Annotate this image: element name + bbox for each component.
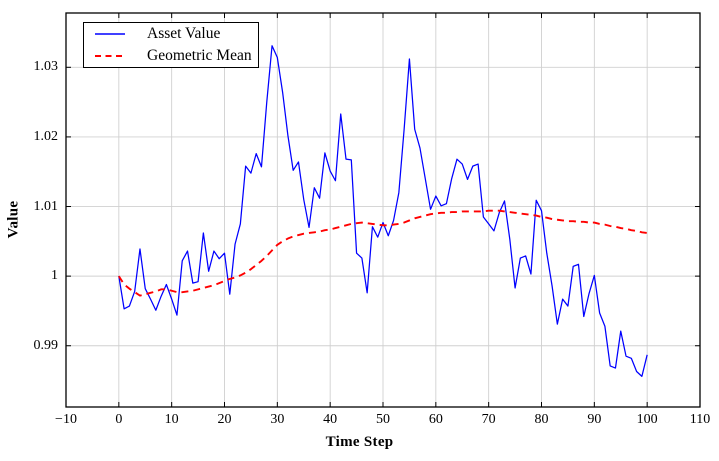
x-tick-label: 110 bbox=[689, 412, 711, 427]
y-tick-label: 1.03 bbox=[33, 59, 59, 75]
x-tick-label: 0 bbox=[115, 412, 123, 427]
x-axis-label: Time Step bbox=[325, 434, 394, 450]
x-tick-label: 100 bbox=[636, 412, 658, 427]
x-tick-label: −10 bbox=[55, 412, 77, 427]
y-tick-label: 0.99 bbox=[33, 337, 59, 353]
x-tick-label: 40 bbox=[323, 412, 338, 427]
x-tick-label: 70 bbox=[481, 412, 496, 427]
legend-label-geometric-mean: Geometric Mean bbox=[147, 47, 252, 64]
legend-entry-geometric-mean: Geometric Mean bbox=[84, 45, 258, 67]
x-tick-label: 20 bbox=[217, 412, 232, 427]
legend-entry-asset-value: Asset Value bbox=[84, 23, 258, 45]
legend: Asset Value Geometric Mean bbox=[83, 22, 259, 68]
x-tick-label: 30 bbox=[270, 412, 285, 427]
x-tick-label: 10 bbox=[164, 412, 179, 427]
x-tick-label: 90 bbox=[587, 412, 602, 427]
legend-label-asset-value: Asset Value bbox=[147, 25, 221, 42]
y-tick-label: 1 bbox=[51, 268, 58, 284]
y-tick-label: 1.01 bbox=[33, 198, 59, 214]
x-tick-label: 50 bbox=[376, 412, 390, 427]
geometric-mean-line-swatch bbox=[95, 55, 125, 57]
y-axis-label: Value bbox=[5, 200, 22, 239]
asset-value-line-swatch bbox=[95, 33, 125, 35]
x-tick-label: 80 bbox=[534, 412, 549, 427]
asset-value-line bbox=[118, 45, 648, 377]
y-tick-label: 1.02 bbox=[33, 128, 59, 144]
geometric-mean-line bbox=[118, 209, 648, 297]
x-tick-label: 60 bbox=[428, 412, 443, 427]
